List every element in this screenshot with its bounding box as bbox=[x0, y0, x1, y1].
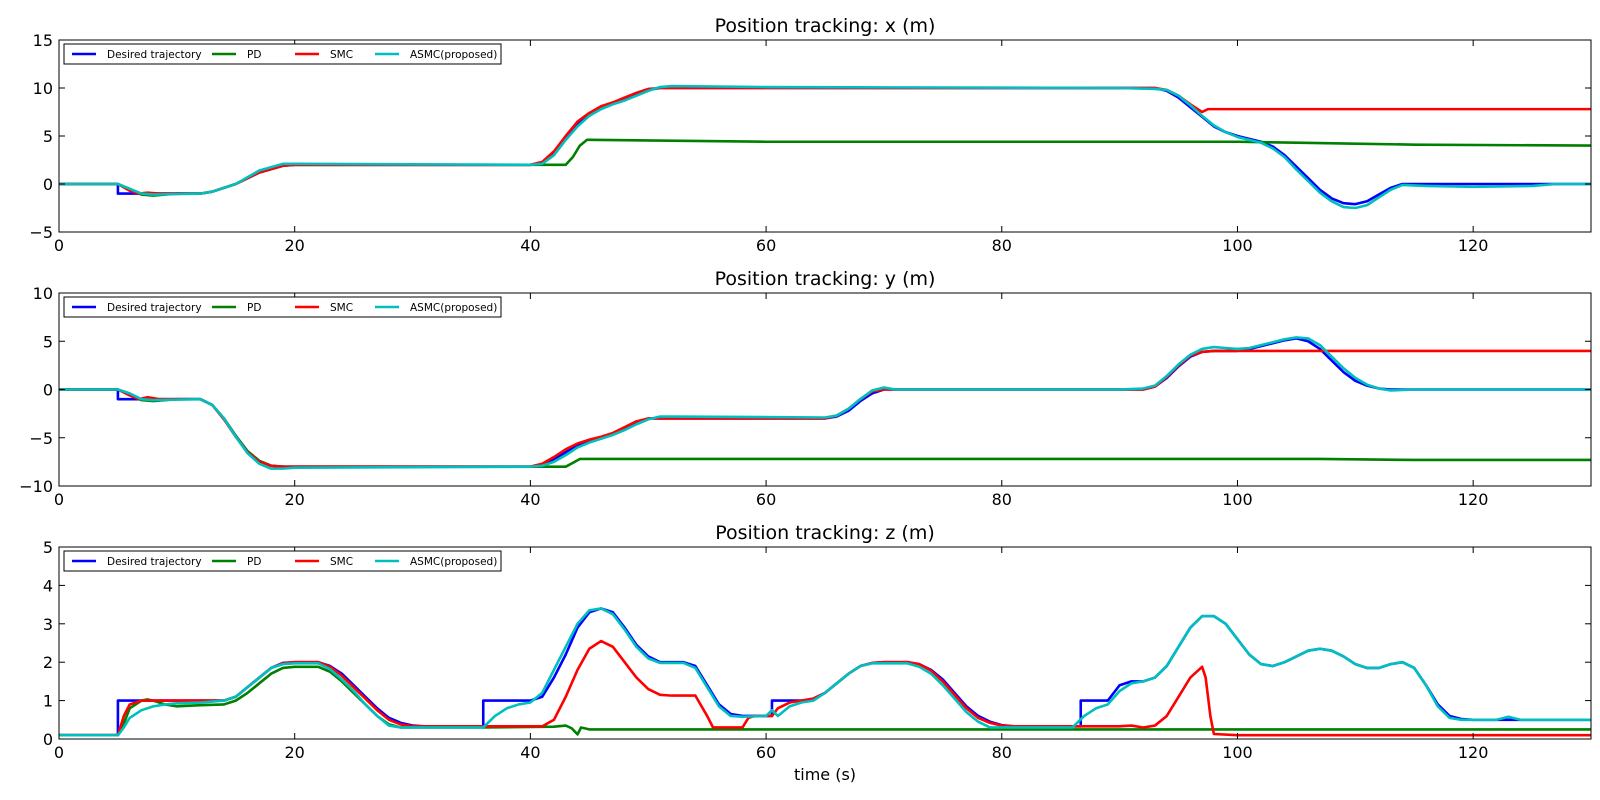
series-line-4 bbox=[59, 336, 1591, 470]
legend-frame bbox=[63, 43, 502, 65]
legend-label-3: SMC bbox=[330, 302, 353, 314]
series-group bbox=[59, 84, 1591, 210]
y-tick-label: −5 bbox=[29, 223, 53, 242]
x-tick-label: 120 bbox=[1458, 236, 1489, 255]
x-tick-label: 80 bbox=[992, 743, 1012, 762]
x-tick-label: 60 bbox=[756, 743, 776, 762]
x-tick-label: 100 bbox=[1222, 490, 1253, 509]
chart-title: Position tracking: y (m) bbox=[715, 268, 936, 290]
legend-frame bbox=[63, 296, 502, 318]
legend-label-2: PD bbox=[247, 556, 261, 568]
y-tick-label: 4 bbox=[43, 576, 53, 595]
x-tick-label: 40 bbox=[520, 490, 540, 509]
x-tick-label: 80 bbox=[992, 236, 1012, 255]
legend-label-4: ASMC(proposed) bbox=[410, 302, 497, 314]
x-tick-label: 40 bbox=[520, 743, 540, 762]
series-line-1 bbox=[59, 337, 1591, 468]
series-line-2 bbox=[59, 388, 1591, 468]
legend-label-1: Desired trajectory bbox=[107, 302, 202, 314]
series-line-3 bbox=[59, 349, 1591, 468]
series-group bbox=[59, 336, 1591, 470]
series-line-2 bbox=[59, 665, 1591, 737]
y-tick-label: 0 bbox=[43, 730, 53, 749]
x-tick-label: 0 bbox=[54, 490, 64, 509]
axes-frame bbox=[58, 546, 1592, 740]
y-tick-label: 1 bbox=[43, 692, 53, 711]
subplot-1: Position tracking: x (m)0 20 40 60 80 100 120−… bbox=[29, 15, 1592, 255]
y-tick-label: −5 bbox=[29, 429, 53, 448]
x-tick-label: 0 bbox=[54, 236, 64, 255]
legend-label-4: ASMC(proposed) bbox=[410, 556, 497, 568]
series-line-3 bbox=[59, 639, 1591, 737]
series-group bbox=[59, 607, 1591, 737]
chart-title: Position tracking: z (m) bbox=[715, 522, 935, 544]
y-tick-label: 0 bbox=[43, 175, 53, 194]
x-tick-label: 120 bbox=[1458, 743, 1489, 762]
x-tick-label: 100 bbox=[1222, 743, 1253, 762]
legend-label-3: SMC bbox=[330, 556, 353, 568]
x-tick-label: 120 bbox=[1458, 490, 1489, 509]
series-line-1 bbox=[59, 86, 1591, 206]
legend-frame bbox=[63, 550, 502, 572]
legend-label-1: Desired trajectory bbox=[107, 49, 202, 61]
legend-label-2: PD bbox=[247, 49, 261, 61]
legend: Desired trajectory PD SMC ASMC(proposed) bbox=[63, 296, 502, 318]
subplot-2: Position tracking: y (m)0 20 40 60 80 100 120−… bbox=[19, 268, 1592, 509]
series-line-4 bbox=[59, 607, 1591, 737]
axes-frame bbox=[58, 292, 1592, 487]
x-tick-label: 100 bbox=[1222, 236, 1253, 255]
series-line-4 bbox=[59, 84, 1591, 210]
legend-label-1: Desired trajectory bbox=[107, 556, 202, 568]
y-tick-label: 0 bbox=[43, 381, 53, 400]
x-tick-label: 60 bbox=[756, 236, 776, 255]
y-tick-label: 3 bbox=[43, 615, 53, 634]
y-tick-label: −10 bbox=[19, 477, 53, 496]
y-tick-label: 5 bbox=[43, 332, 53, 351]
x-tick-label: 20 bbox=[285, 743, 305, 762]
series-line-2 bbox=[59, 138, 1591, 197]
x-tick-label: 40 bbox=[520, 236, 540, 255]
legend: Desired trajectory PD SMC ASMC(proposed) bbox=[63, 43, 502, 65]
y-tick-label: 15 bbox=[33, 31, 53, 50]
x-tick-label: 20 bbox=[285, 236, 305, 255]
legend-label-2: PD bbox=[247, 302, 261, 314]
y-tick-label: 5 bbox=[43, 538, 53, 557]
subplot-3: Position tracking: z (m) 0 20 40 60 80 100 120 0… bbox=[43, 522, 1592, 784]
series-line-1 bbox=[59, 607, 1591, 737]
legend: Desired trajectory PD SMC ASMC(proposed) bbox=[63, 550, 502, 572]
x-tick-label: 0 bbox=[54, 743, 64, 762]
legend-label-3: SMC bbox=[330, 49, 353, 61]
x-axis-label: time (s) bbox=[794, 765, 856, 784]
x-tick-label: 20 bbox=[285, 490, 305, 509]
y-tick-label: 2 bbox=[43, 653, 53, 672]
y-tick-label: 10 bbox=[33, 79, 53, 98]
y-tick-label: 10 bbox=[33, 284, 53, 303]
x-tick-label: 80 bbox=[992, 490, 1012, 509]
legend-label-4: ASMC(proposed) bbox=[410, 49, 497, 61]
y-tick-label: 5 bbox=[43, 127, 53, 146]
chart-title: Position tracking: x (m) bbox=[715, 15, 936, 37]
x-tick-label: 60 bbox=[756, 490, 776, 509]
